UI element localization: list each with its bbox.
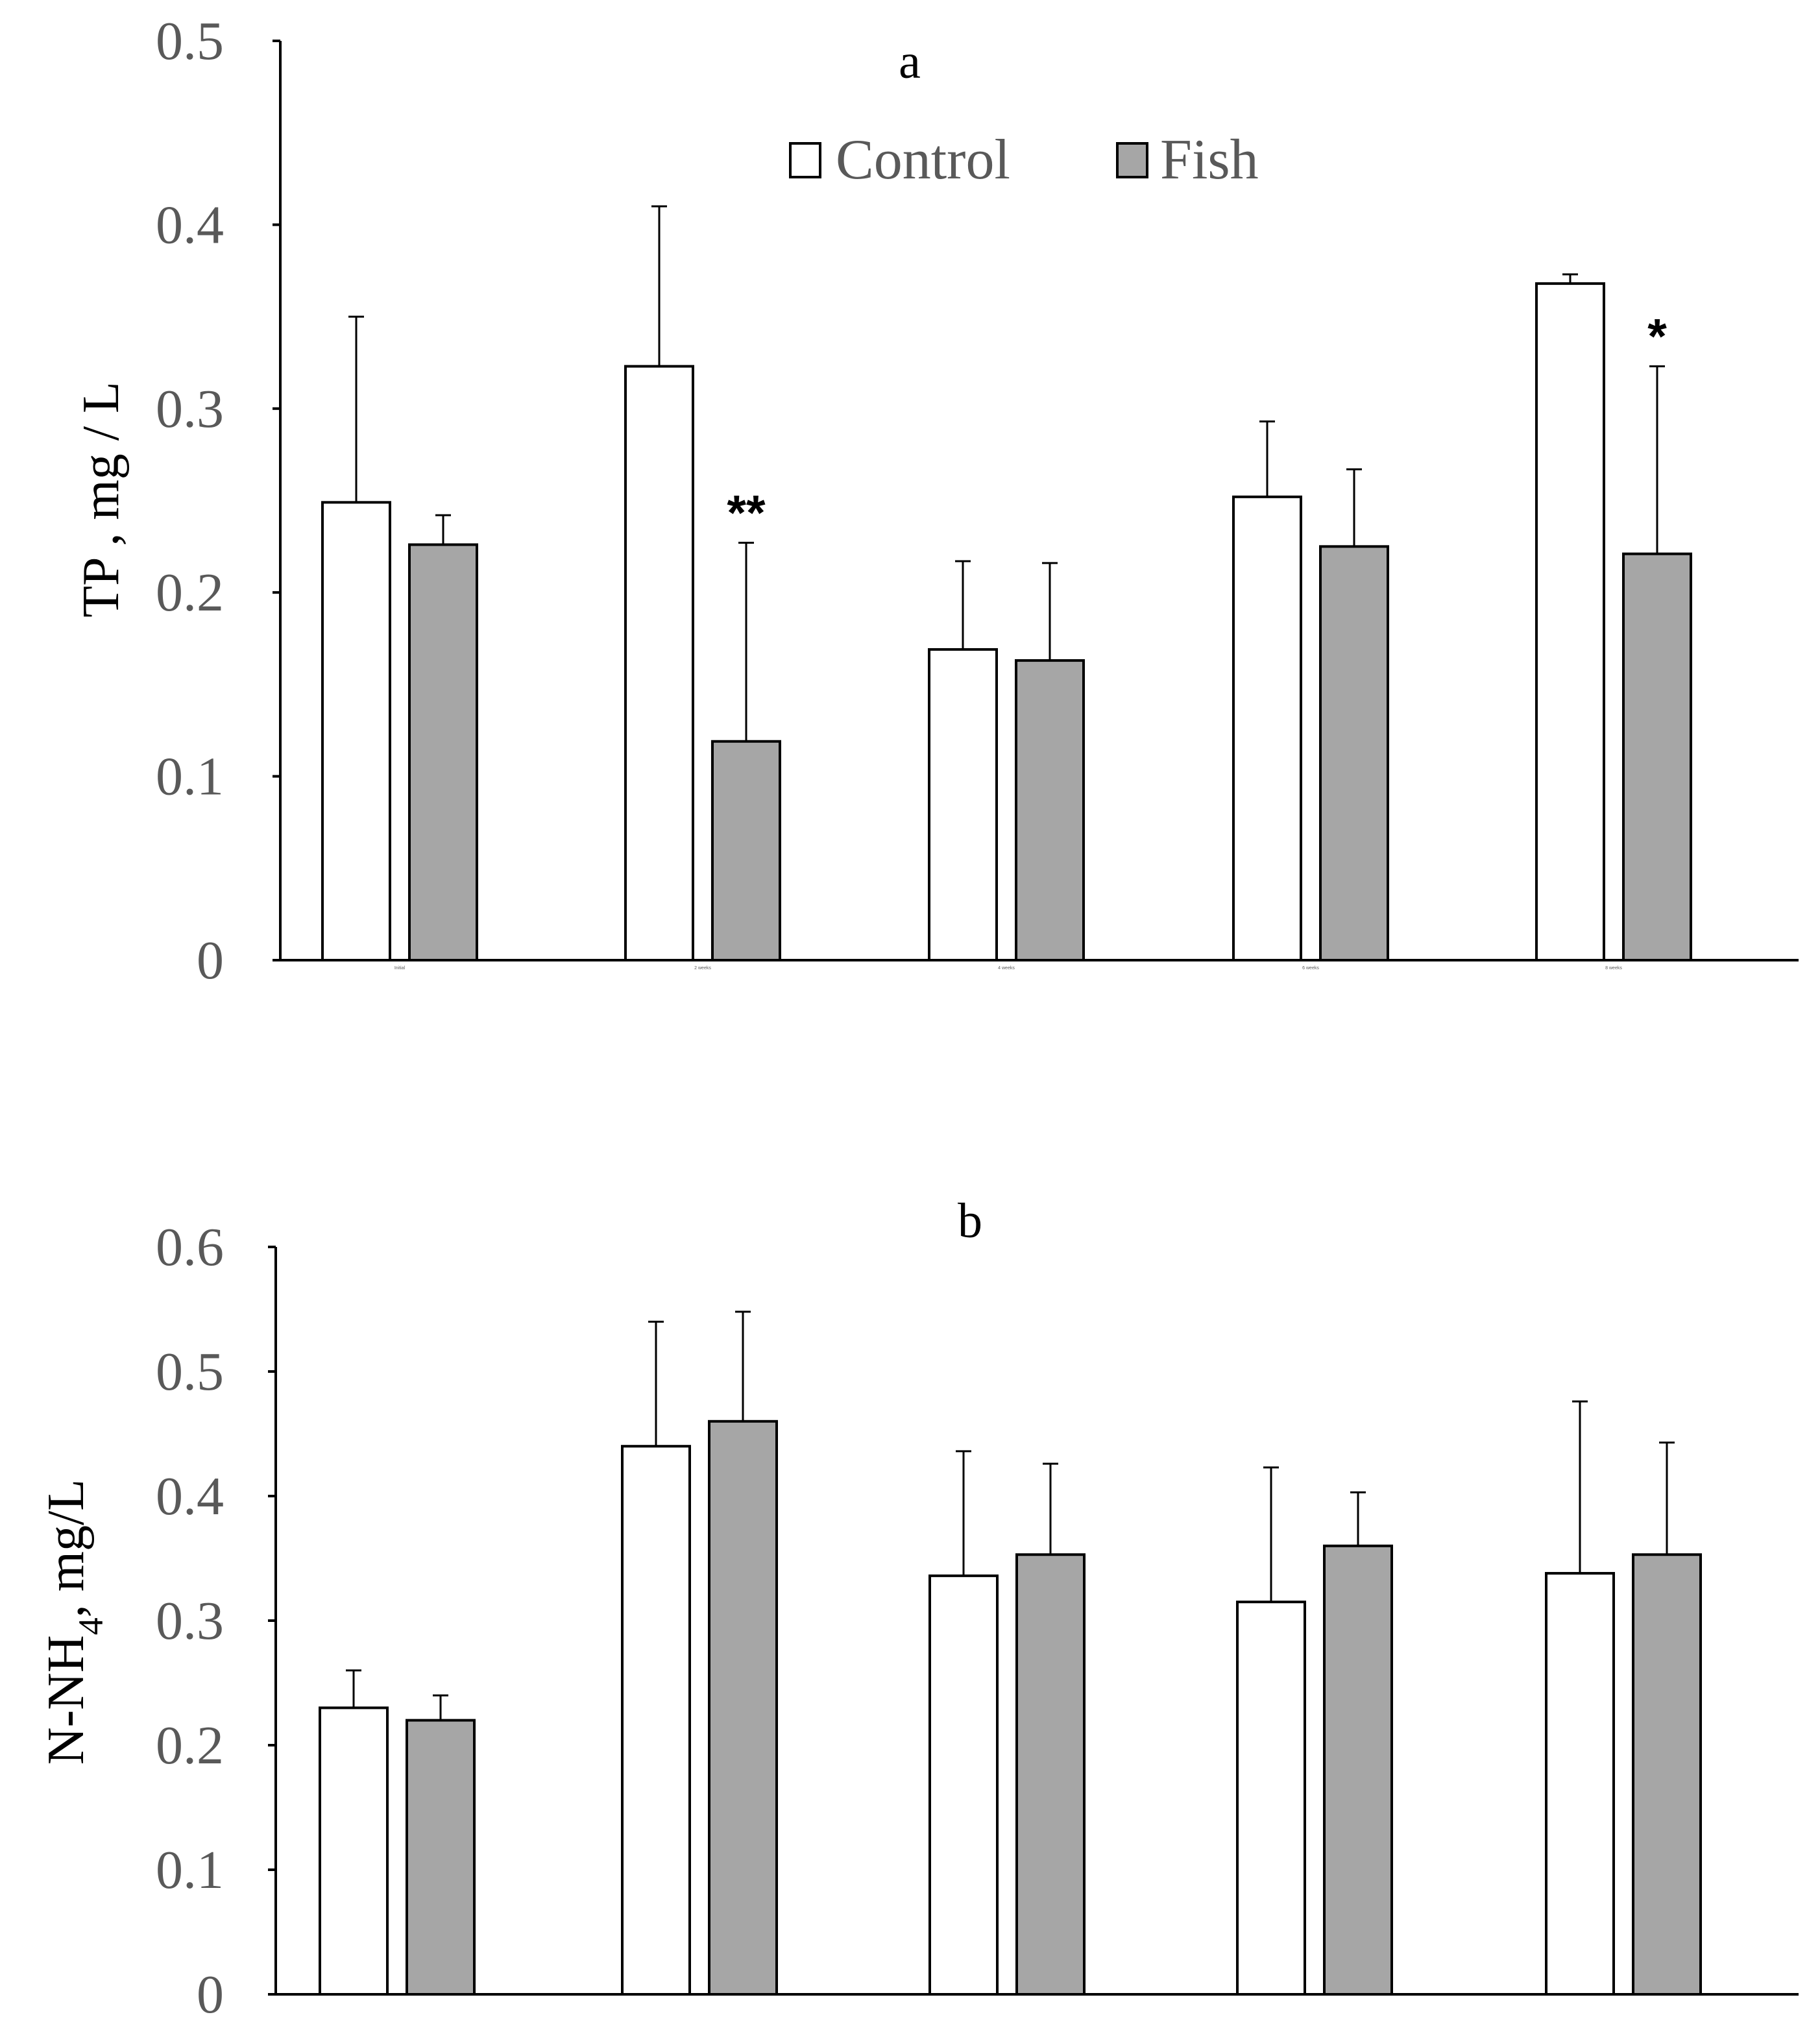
legend-swatch-control <box>789 142 821 178</box>
bar-control-4 <box>1535 282 1605 961</box>
panel-b: b 0 0.1 0.2 0.3 0.4 0.5 0.6 N-NH4, mg/L <box>38 1194 1799 2025</box>
bar-control-2 <box>928 648 998 962</box>
significance-marker: ** <box>727 486 766 541</box>
y-axis-title: TP , mg / L <box>73 381 130 618</box>
y-tick-label: 0.4 <box>156 1466 224 1527</box>
bar-fish-3 <box>1319 545 1389 961</box>
x-category-label: 6 weeks <box>1302 966 1319 971</box>
y-tick-label: 0.5 <box>156 1342 224 1402</box>
y-tick-label: 0.3 <box>156 379 224 439</box>
legend: Control Fish <box>789 128 1259 191</box>
panel-a: a Control Fish 0 0.1 0.2 0.3 0.4 0.5 TP , mg /… <box>73 11 1799 991</box>
bar-fish-3 <box>1323 1544 1393 1996</box>
y-tick-label: 0.1 <box>156 1840 224 1900</box>
significance-marker: * <box>1647 309 1667 365</box>
legend-label-fish: Fish <box>1160 128 1259 191</box>
y-tick-label: 0.3 <box>156 1591 224 1651</box>
bar-fish-0 <box>408 543 478 961</box>
bar-control-0 <box>321 501 391 961</box>
y-tick-label: 0.1 <box>156 747 224 807</box>
bar-control-1 <box>621 1445 691 1996</box>
bar-fish-1 <box>711 740 781 962</box>
bar-fish-4 <box>1622 552 1692 961</box>
x-category-label: Initial <box>394 966 406 971</box>
y-axis-title-suffix: , mg/L <box>38 1479 95 1617</box>
x-category-label: 8 weeks <box>1605 966 1622 971</box>
bar-fish-2 <box>1015 1553 1086 1996</box>
bar-fish-2 <box>1015 659 1085 961</box>
legend-label-control: Control <box>836 128 1010 191</box>
bar-control-2 <box>928 1574 999 1996</box>
bar-control-3 <box>1232 495 1302 961</box>
y-tick-label: 0.5 <box>156 11 224 71</box>
bar-control-4 <box>1545 1572 1615 1996</box>
bar-fish-0 <box>406 1719 476 1996</box>
bar-control-3 <box>1236 1601 1306 1996</box>
bar-fish-4 <box>1632 1553 1702 1996</box>
panel-b-label: b <box>958 1194 982 1248</box>
bar-fish-1 <box>708 1420 778 1996</box>
y-axis-title: N-NH4, mg/L <box>38 1479 110 1765</box>
y-tick-label: 0.2 <box>156 562 224 623</box>
y-tick-label: 0.6 <box>156 1217 224 1277</box>
bar-control-1 <box>624 365 694 961</box>
y-tick-label: 0.2 <box>156 1715 224 1776</box>
y-tick-label: 0 <box>197 930 224 991</box>
y-tick-label: 0.4 <box>156 195 224 255</box>
x-category-label: 2 weeks <box>694 966 711 971</box>
panel-a-label: a <box>899 34 921 89</box>
y-tick-label: 0 <box>197 1964 224 2025</box>
y-axis-title-subscript: 4 <box>71 1617 110 1635</box>
x-category-label: 4 weeks <box>998 966 1015 971</box>
legend-swatch-fish <box>1116 142 1148 178</box>
bar-control-0 <box>319 1706 389 1996</box>
